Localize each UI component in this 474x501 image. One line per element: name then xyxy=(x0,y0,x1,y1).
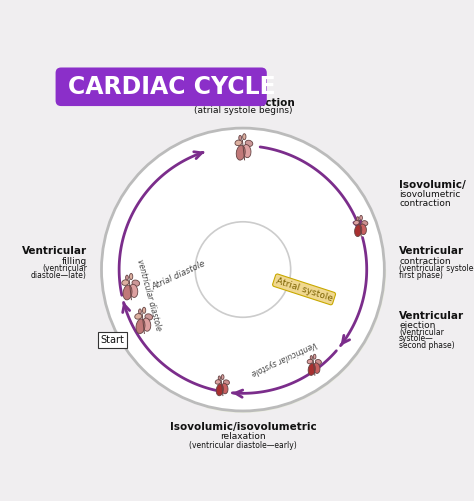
Circle shape xyxy=(101,128,384,411)
Ellipse shape xyxy=(239,135,242,140)
Text: diastole—late): diastole—late) xyxy=(31,271,87,280)
Text: first phase): first phase) xyxy=(399,271,443,280)
Ellipse shape xyxy=(136,319,145,334)
Text: (ventricular systole—: (ventricular systole— xyxy=(399,264,474,273)
Ellipse shape xyxy=(315,360,321,364)
Text: ejection: ejection xyxy=(399,321,436,330)
Ellipse shape xyxy=(216,384,223,396)
Text: (atrial systole begins): (atrial systole begins) xyxy=(194,106,292,115)
Ellipse shape xyxy=(215,380,221,384)
Ellipse shape xyxy=(221,383,228,394)
Ellipse shape xyxy=(243,144,251,158)
Ellipse shape xyxy=(143,307,146,313)
Text: (ventricular: (ventricular xyxy=(42,264,87,273)
Ellipse shape xyxy=(145,314,153,320)
Ellipse shape xyxy=(129,274,133,280)
Ellipse shape xyxy=(122,280,129,286)
Ellipse shape xyxy=(135,314,142,319)
Ellipse shape xyxy=(123,285,132,300)
Text: Isovolumic/isovolumetric: Isovolumic/isovolumetric xyxy=(170,422,316,432)
Text: second phase): second phase) xyxy=(399,341,455,350)
Ellipse shape xyxy=(223,380,229,385)
Ellipse shape xyxy=(308,364,315,375)
Ellipse shape xyxy=(310,356,312,360)
Ellipse shape xyxy=(356,217,359,221)
Ellipse shape xyxy=(138,309,141,314)
Text: Ventricular systole: Ventricular systole xyxy=(250,339,318,377)
Ellipse shape xyxy=(243,134,246,140)
Ellipse shape xyxy=(354,220,359,225)
Ellipse shape xyxy=(218,376,220,380)
Circle shape xyxy=(195,222,291,317)
Text: (ventricular diastole—early): (ventricular diastole—early) xyxy=(189,441,297,450)
Text: Start: Start xyxy=(100,335,125,345)
Ellipse shape xyxy=(355,225,362,236)
Ellipse shape xyxy=(236,145,245,160)
Ellipse shape xyxy=(245,140,253,146)
Text: filling: filling xyxy=(62,257,87,266)
Text: Atrial diastole: Atrial diastole xyxy=(151,259,207,292)
Ellipse shape xyxy=(362,220,368,225)
Text: Ventricular: Ventricular xyxy=(22,246,87,257)
Text: Atrial contraction: Atrial contraction xyxy=(191,98,295,108)
Text: ventricular diastole: ventricular diastole xyxy=(135,258,163,332)
Text: contraction: contraction xyxy=(399,198,451,207)
Text: Ventricular: Ventricular xyxy=(399,246,464,257)
Text: relaxation: relaxation xyxy=(220,432,266,441)
Ellipse shape xyxy=(235,140,242,146)
FancyBboxPatch shape xyxy=(55,68,267,106)
Ellipse shape xyxy=(221,375,224,379)
Ellipse shape xyxy=(129,284,138,298)
Text: (ventricular: (ventricular xyxy=(399,328,444,337)
Ellipse shape xyxy=(360,215,363,220)
Ellipse shape xyxy=(313,363,320,373)
Ellipse shape xyxy=(360,224,366,234)
Wedge shape xyxy=(206,270,386,413)
Ellipse shape xyxy=(313,354,316,359)
Text: CARDIAC CYCLE: CARDIAC CYCLE xyxy=(68,75,276,99)
Ellipse shape xyxy=(126,275,128,280)
Text: Isovolumic/: Isovolumic/ xyxy=(399,180,466,190)
Text: Ventricular: Ventricular xyxy=(399,312,464,322)
Text: isovolumetric: isovolumetric xyxy=(399,190,460,199)
Ellipse shape xyxy=(142,318,151,331)
Text: Atrial systole: Atrial systole xyxy=(274,276,334,303)
Text: systole—: systole— xyxy=(399,335,434,344)
Text: contraction: contraction xyxy=(399,257,451,266)
Ellipse shape xyxy=(307,359,313,364)
Ellipse shape xyxy=(132,280,140,286)
